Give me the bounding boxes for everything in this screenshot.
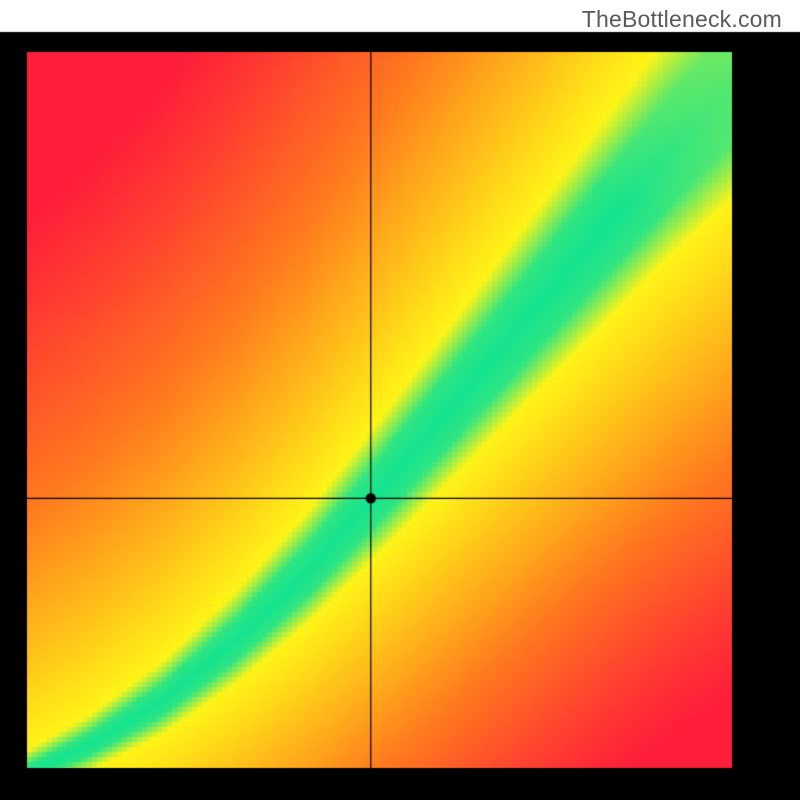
chart-container: TheBottleneck.com [0,0,800,800]
watermark-text: TheBottleneck.com [582,6,782,33]
heatmap-canvas [0,0,800,800]
